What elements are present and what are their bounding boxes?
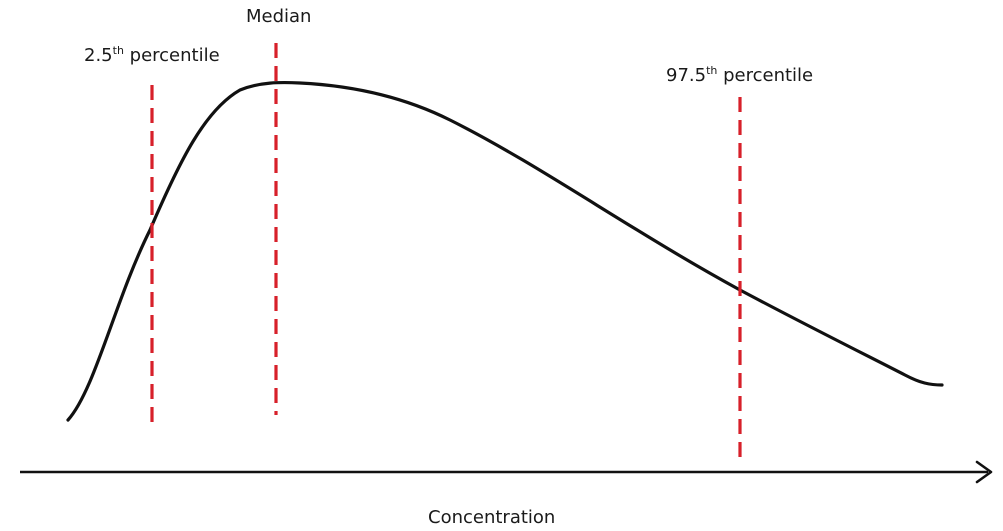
x-axis-label-text: Concentration (428, 507, 556, 528)
p025-label-word: percentile (123, 45, 220, 66)
x-axis-label: Concentration (428, 509, 555, 527)
x-axis-arrowhead-icon (975, 460, 993, 484)
p975-label-ordinal: th (706, 64, 718, 77)
distribution-curve (66, 80, 944, 422)
p025-label: 2.5th percentile (84, 44, 220, 66)
p025-label-ordinal: th (112, 44, 124, 57)
p975-label: 97.5th percentile (666, 64, 814, 86)
p025-label-number: 2.5 (84, 45, 113, 66)
p975-label-word: percentile (717, 65, 814, 86)
median-label: Median (246, 8, 311, 26)
median-label-text: Median (246, 6, 312, 27)
p975-label-number: 97.5 (666, 65, 707, 86)
